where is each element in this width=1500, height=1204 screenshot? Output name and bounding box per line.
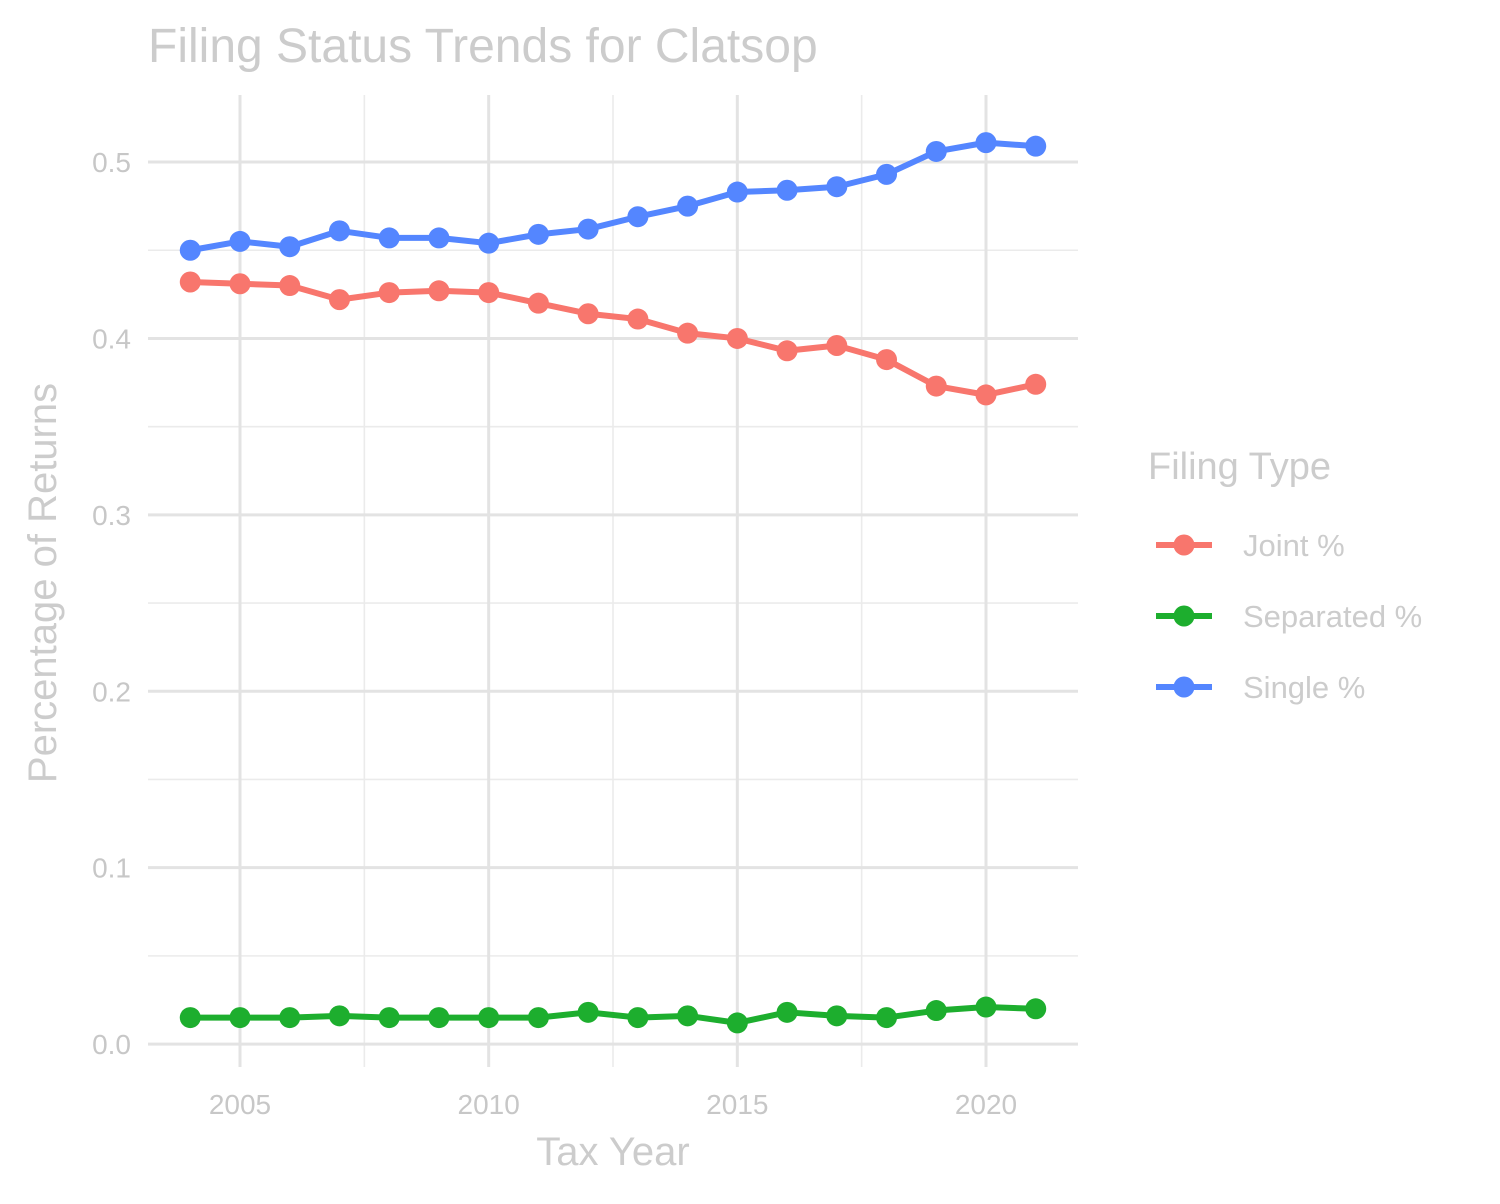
- data-point-separated: [229, 1007, 251, 1029]
- x-axis-title: Tax Year: [536, 1130, 689, 1174]
- data-point-separated: [279, 1007, 301, 1029]
- series-joint: [179, 271, 1047, 406]
- legend-item: Separated %: [1156, 599, 1422, 634]
- data-point-joint: [925, 375, 947, 397]
- series-layer: [179, 132, 1047, 1034]
- y-tick-label: 0.4: [92, 323, 131, 354]
- legend-key-point: [1173, 605, 1195, 627]
- data-point-separated: [328, 1005, 350, 1027]
- x-tick-label: 2015: [706, 1089, 768, 1120]
- series-separated: [179, 996, 1047, 1034]
- data-point-single: [627, 206, 649, 228]
- legend-label: Separated %: [1243, 599, 1422, 634]
- data-point-separated: [428, 1007, 450, 1029]
- data-point-single: [229, 230, 251, 252]
- data-point-separated: [776, 1001, 798, 1023]
- data-point-joint: [527, 292, 549, 314]
- data-point-single: [328, 220, 350, 242]
- y-axis-title: Percentage of Returns: [21, 383, 65, 783]
- data-point-joint: [279, 275, 301, 297]
- data-point-single: [826, 176, 848, 198]
- data-point-single: [577, 218, 599, 240]
- y-tick-label: 0.1: [92, 853, 131, 884]
- y-tick-label: 0.0: [92, 1029, 131, 1060]
- data-point-separated: [627, 1007, 649, 1029]
- data-point-joint: [229, 273, 251, 295]
- y-tick-label: 0.3: [92, 500, 131, 531]
- data-point-single: [975, 132, 997, 154]
- legend: Filing Type Joint % Separated % Single %: [1148, 446, 1422, 705]
- minor-gridlines: [148, 95, 1078, 1067]
- data-point-single: [378, 227, 400, 249]
- data-point-joint: [726, 327, 748, 349]
- data-point-single: [179, 239, 201, 261]
- data-point-single: [726, 181, 748, 203]
- data-point-separated: [975, 996, 997, 1018]
- x-tick-label: 2005: [209, 1089, 271, 1120]
- legend-key-point: [1173, 534, 1195, 556]
- y-tick-label: 0.5: [92, 147, 131, 178]
- data-point-separated: [478, 1007, 500, 1029]
- legend-label: Joint %: [1243, 528, 1345, 563]
- data-point-single: [527, 223, 549, 245]
- data-point-single: [1025, 135, 1047, 157]
- data-point-separated: [826, 1005, 848, 1027]
- legend-items: Joint % Separated % Single %: [1156, 528, 1422, 705]
- data-point-single: [876, 163, 898, 185]
- data-point-single: [478, 232, 500, 254]
- data-point-joint: [428, 280, 450, 302]
- legend-item: Joint %: [1156, 528, 1345, 563]
- data-point-separated: [577, 1001, 599, 1023]
- data-point-joint: [328, 289, 350, 311]
- data-point-separated: [1025, 998, 1047, 1020]
- major-gridlines: [148, 95, 1078, 1067]
- data-point-joint: [776, 340, 798, 362]
- data-point-joint: [975, 384, 997, 406]
- legend-label: Single %: [1243, 670, 1365, 705]
- data-point-separated: [527, 1007, 549, 1029]
- data-point-joint: [478, 282, 500, 304]
- legend-title: Filing Type: [1148, 446, 1331, 488]
- data-point-joint: [876, 349, 898, 371]
- data-point-joint: [577, 303, 599, 325]
- data-point-joint: [826, 334, 848, 356]
- data-point-joint: [378, 282, 400, 304]
- data-point-single: [279, 236, 301, 258]
- data-point-separated: [378, 1007, 400, 1029]
- data-point-separated: [726, 1012, 748, 1034]
- x-axis: 2005 2010 2015 2020: [209, 1089, 1017, 1120]
- data-point-separated: [876, 1007, 898, 1029]
- data-point-single: [776, 179, 798, 201]
- x-tick-label: 2020: [955, 1089, 1017, 1120]
- legend-item: Single %: [1156, 670, 1365, 705]
- data-point-joint: [179, 271, 201, 293]
- data-point-single: [428, 227, 450, 249]
- data-point-single: [925, 140, 947, 162]
- data-point-joint: [627, 308, 649, 330]
- data-point-separated: [179, 1007, 201, 1029]
- x-tick-label: 2010: [458, 1089, 520, 1120]
- data-point-separated: [677, 1005, 699, 1027]
- y-axis: 0.0 0.1 0.2 0.3 0.4 0.5: [92, 147, 131, 1060]
- data-point-joint: [1025, 373, 1047, 395]
- data-point-separated: [925, 1000, 947, 1022]
- data-point-single: [677, 195, 699, 217]
- y-tick-label: 0.2: [92, 676, 131, 707]
- data-point-joint: [677, 322, 699, 344]
- chart-title: Filing Status Trends for Clatsop: [148, 20, 818, 73]
- series-single: [179, 132, 1047, 261]
- legend-key-point: [1173, 676, 1195, 698]
